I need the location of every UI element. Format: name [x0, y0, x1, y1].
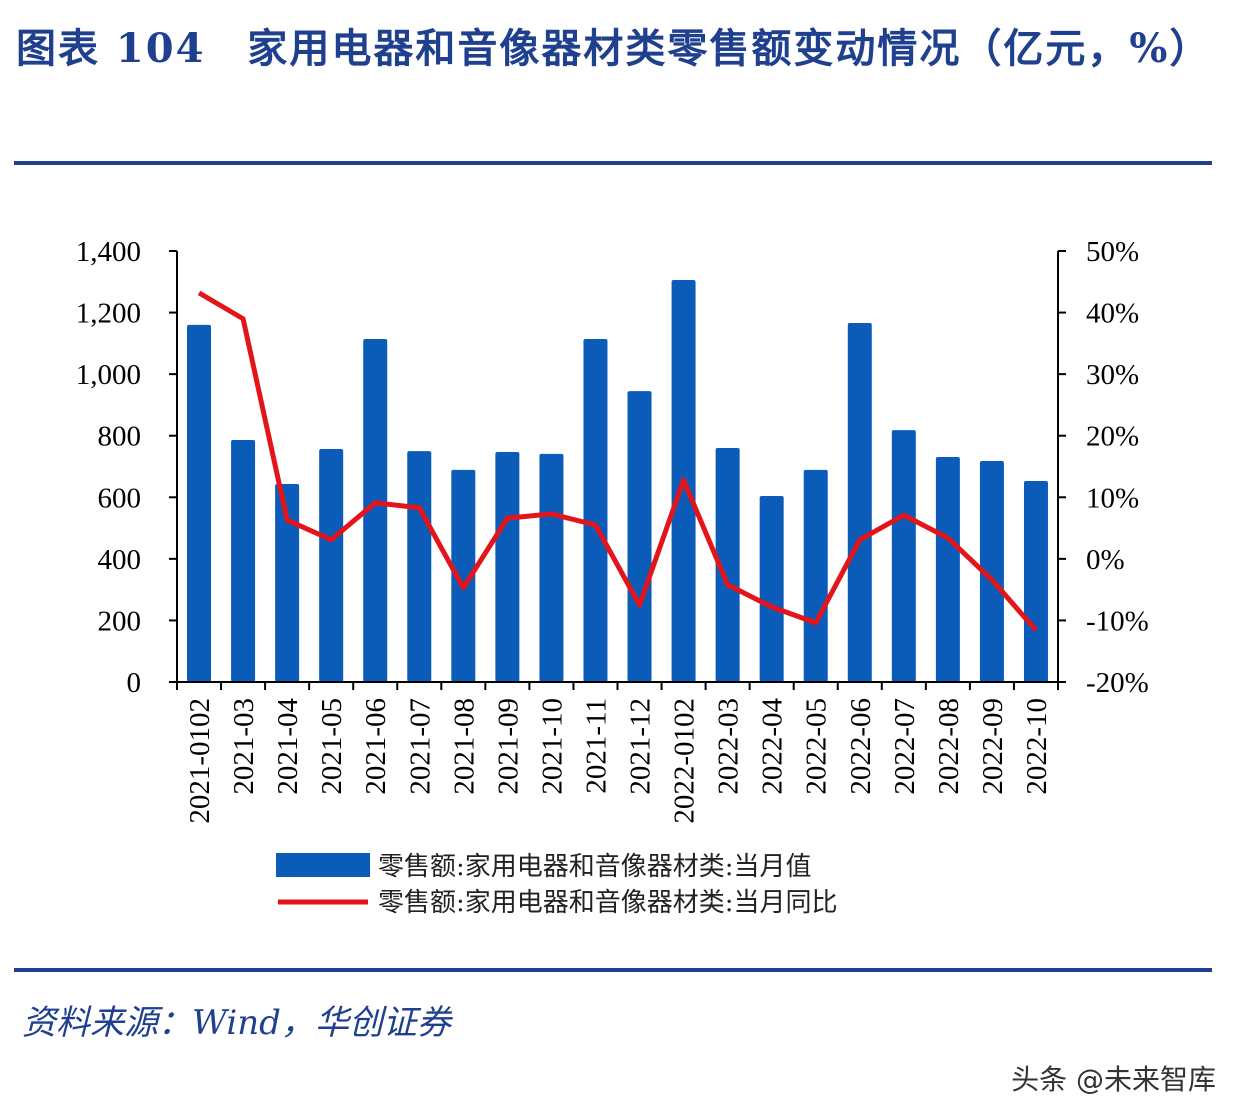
x-tick-label: 2022-03	[713, 698, 745, 795]
x-tick-label: 2021-07	[404, 698, 436, 795]
x-tick-label: 2021-04	[272, 698, 304, 795]
chart: 0 200 400 600 800 1,000 1,200 1,400 -20% -10% 0% 10…	[76, 236, 1149, 918]
x-tick-label: 2021-10	[536, 698, 568, 795]
bar	[583, 339, 608, 682]
x-tick-label: 2021-05	[316, 698, 348, 795]
bar	[759, 496, 784, 682]
x-tick-label: 2022-0102	[669, 698, 701, 824]
x-tick-label: 2021-09	[492, 698, 524, 795]
x-tick-label: 2022-08	[933, 698, 965, 795]
bar	[847, 323, 872, 682]
x-tick-label: 2021-08	[448, 698, 480, 795]
bar	[891, 430, 916, 682]
bar	[539, 453, 564, 682]
bar	[451, 469, 476, 682]
right-tick-label: -20%	[1086, 667, 1149, 699]
right-tick-label: 30%	[1086, 359, 1139, 391]
left-tick-label: 800	[98, 421, 142, 453]
x-tick-label: 2021-12	[625, 698, 657, 795]
left-tick-label: 0	[127, 667, 142, 699]
x-tick-label: 2021-03	[228, 698, 260, 795]
right-tick-label: -10%	[1086, 605, 1149, 637]
left-tick-label: 600	[98, 482, 142, 514]
bar	[627, 391, 652, 682]
bar	[495, 452, 520, 682]
bottom-divider	[14, 968, 1212, 972]
bar	[275, 484, 300, 682]
legend-bar-label: 零售额:家用电器和音像器材类:当月值	[378, 852, 812, 882]
left-tick-label: 1,400	[76, 236, 141, 268]
x-tick-label: 2022-05	[801, 698, 833, 795]
bar	[979, 460, 1004, 682]
bar	[935, 456, 960, 682]
x-tick-label: 2022-06	[845, 698, 877, 795]
bar	[231, 440, 256, 682]
bar	[715, 448, 740, 682]
source-note: 资料来源：Wind，华创证券	[22, 1003, 451, 1043]
left-tick-label: 400	[98, 544, 142, 576]
bar	[187, 324, 212, 682]
x-tick-label: 2022-07	[889, 698, 921, 795]
watermark: 头条 @未来智库	[1011, 1063, 1216, 1096]
right-tick-label: 20%	[1086, 421, 1139, 453]
bar	[1023, 480, 1048, 682]
x-tick-label: 2021-11	[580, 698, 612, 794]
top-divider	[14, 161, 1212, 165]
line-series	[197, 290, 1038, 632]
legend-line-label: 零售额:家用电器和音像器材类:当月同比	[378, 888, 838, 918]
right-tick-label: 10%	[1086, 482, 1139, 514]
bar	[319, 448, 344, 682]
bar	[363, 339, 388, 682]
left-tick-label: 1,000	[76, 359, 141, 391]
x-tick-label: 2022-04	[757, 698, 789, 795]
x-tick-label: 2021-0102	[184, 698, 216, 824]
chart-title: 图表 104 家用电器和音像器材类零售额变动情况（亿元，%）	[16, 25, 1212, 72]
x-tick-label: 2022-10	[1021, 698, 1053, 795]
right-tick-label: 50%	[1086, 236, 1139, 268]
right-tick-label: 0%	[1086, 544, 1125, 576]
x-tick-label: 2022-09	[977, 698, 1009, 795]
right-tick-label: 40%	[1086, 298, 1139, 330]
bar	[803, 469, 828, 682]
x-tick-label: 2021-06	[360, 698, 392, 795]
legend-bar-swatch	[276, 853, 370, 877]
bar	[407, 451, 432, 682]
left-tick-label: 200	[98, 605, 142, 637]
left-tick-label: 1,200	[76, 298, 141, 330]
